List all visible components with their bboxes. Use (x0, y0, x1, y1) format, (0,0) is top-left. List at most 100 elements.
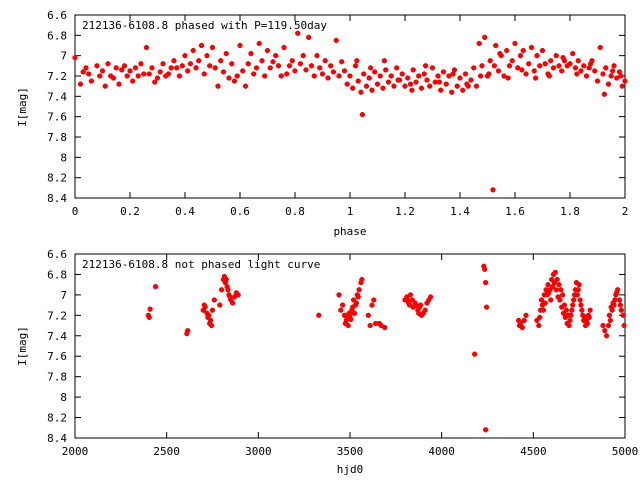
data-point (352, 63, 359, 69)
data-point (471, 65, 477, 71)
data-point (281, 44, 287, 51)
y-tick-label: 7.4 (47, 330, 67, 343)
y-axis-label: I[mag] (16, 87, 29, 127)
y-tick-label: 8 (60, 391, 67, 404)
data-point (361, 71, 367, 77)
data-point (407, 292, 414, 298)
data-point (540, 307, 547, 313)
data-point (553, 53, 559, 59)
data-point (146, 71, 152, 77)
data-point (211, 297, 217, 303)
data-point (88, 78, 95, 84)
data-point (264, 47, 271, 54)
data-point (256, 40, 262, 47)
data-point (369, 87, 375, 93)
data-point (421, 71, 427, 77)
data-point (300, 53, 306, 59)
plot-frame (74, 253, 626, 439)
data-point (374, 81, 381, 87)
data-point (383, 67, 389, 73)
data-point (536, 322, 542, 329)
data-point (424, 77, 430, 83)
data-point (523, 312, 529, 318)
x-tick-label: 2000 (62, 445, 89, 458)
data-point (286, 63, 293, 69)
data-point (388, 73, 394, 79)
x-tick-label: 2500 (153, 445, 180, 458)
data-point (127, 68, 133, 74)
data-point (234, 73, 240, 79)
data-point (602, 328, 608, 334)
data-point (359, 111, 366, 118)
plot-frame (74, 14, 626, 199)
data-point (278, 73, 284, 79)
data-point (571, 292, 578, 298)
data-point (223, 276, 229, 283)
data-point (612, 297, 618, 303)
data-point (350, 85, 356, 91)
data-point (407, 81, 414, 87)
data-point (542, 300, 548, 306)
data-point (355, 294, 361, 300)
data-point (559, 304, 565, 310)
y-tick-label: 7.8 (47, 371, 67, 384)
data-point (325, 75, 331, 81)
data-point (614, 75, 620, 81)
data-point (551, 279, 558, 286)
data-point (319, 71, 326, 77)
data-point (546, 290, 552, 296)
data-point (566, 322, 572, 329)
data-point (351, 310, 358, 316)
data-point (230, 300, 236, 306)
data-point (460, 87, 466, 93)
data-point (198, 42, 205, 49)
data-point (371, 297, 377, 303)
data-point (275, 63, 282, 69)
data-point (619, 83, 625, 89)
data-point (253, 65, 260, 71)
data-point (262, 73, 268, 79)
data-point (573, 279, 580, 286)
data-point (416, 310, 422, 316)
data-points (72, 30, 628, 193)
data-point (152, 79, 158, 85)
data-point (594, 78, 601, 84)
data-point (218, 58, 224, 64)
data-point (526, 61, 532, 67)
data-point (204, 53, 210, 59)
y-tick-label: 7.6 (47, 111, 67, 124)
data-point (556, 282, 562, 288)
data-point (391, 83, 397, 89)
data-point (438, 87, 444, 93)
data-point (251, 71, 257, 77)
data-point (473, 83, 480, 89)
data-point (359, 276, 365, 283)
data-point (179, 63, 185, 69)
data-point (86, 71, 92, 77)
data-point (575, 58, 581, 64)
data-point (428, 294, 434, 300)
data-point (207, 320, 213, 327)
axis-ticks: 0 0.2 0.4 0.6 0.8 1 1.2 1.4 1.6 1.8 2 6.6 6.8 7 7.2 7.4… (47, 9, 628, 218)
data-point (531, 68, 537, 74)
data-point (587, 61, 594, 67)
data-point (609, 68, 616, 74)
data-point (607, 317, 613, 324)
data-point (80, 69, 86, 75)
data-point (124, 73, 130, 79)
y-tick-label: 6.8 (47, 268, 67, 281)
y-tick-label: 7.6 (47, 350, 67, 363)
data-point (295, 30, 301, 36)
data-point (605, 322, 612, 329)
data-point (267, 65, 273, 71)
data-point (574, 71, 580, 77)
data-point (226, 75, 232, 81)
data-point (138, 61, 144, 67)
data-point (567, 61, 573, 67)
data-point (409, 87, 415, 93)
y-tick-label: 7.8 (47, 131, 67, 144)
data-point (77, 81, 84, 87)
data-point (578, 68, 584, 74)
data-point (193, 65, 199, 71)
data-point (412, 300, 418, 306)
